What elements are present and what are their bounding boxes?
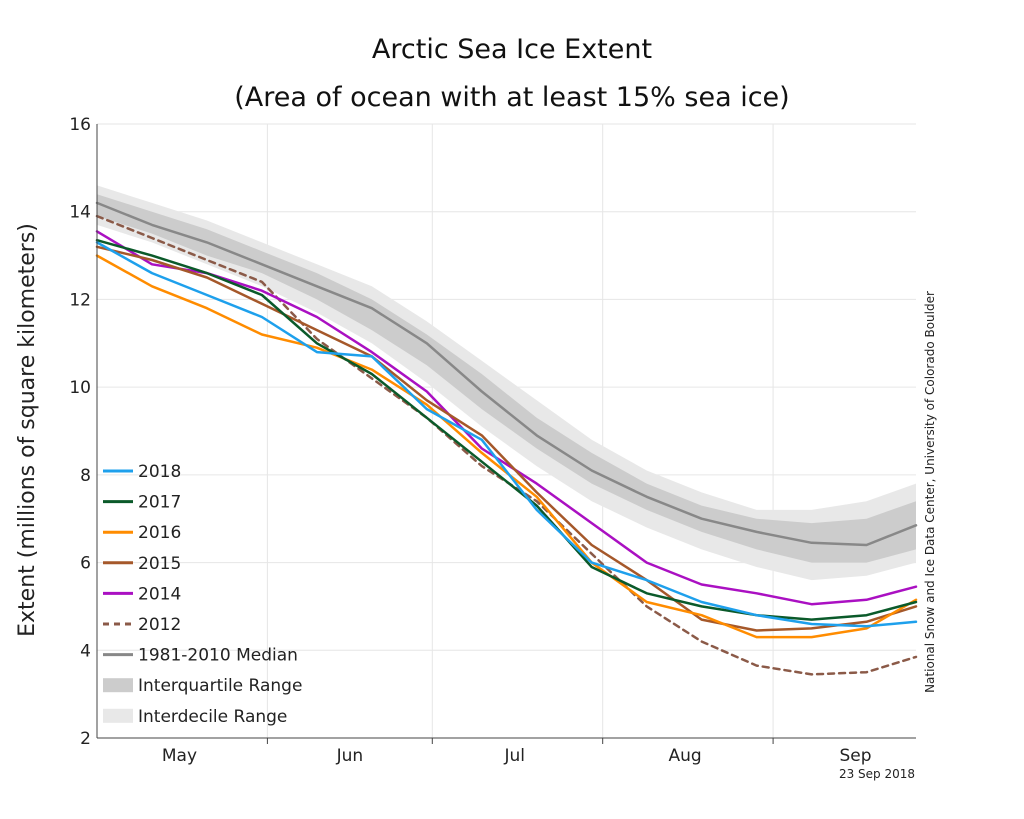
- legend-2015-label: 2015: [138, 554, 181, 574]
- legend-interquartile-range-label: Interquartile Range: [138, 676, 302, 696]
- legend-2016-label: 2016: [138, 523, 181, 543]
- y-tick-label: 2: [80, 729, 91, 749]
- y-tick-label: 4: [80, 641, 91, 661]
- legend-2012-label: 2012: [138, 615, 181, 635]
- interquartile-band: [97, 194, 916, 563]
- y-tick-label: 10: [69, 378, 91, 398]
- plot-area: 2 4 6 8 10 12 14 16 May Jun Jul Aug Sep: [69, 115, 918, 766]
- series-line-2015: [95, 245, 918, 632]
- legend-2017-label: 2017: [138, 493, 181, 513]
- x-tick-label: Jun: [336, 746, 364, 766]
- x-tick-label: Jul: [503, 746, 525, 766]
- x-tick-label: Sep: [840, 746, 872, 766]
- series-line-2014: [95, 230, 918, 606]
- legend-2014-label: 2014: [138, 584, 181, 604]
- y-tick-label: 16: [69, 115, 91, 135]
- credit-text: National Snow and Ice Data Center, Unive…: [923, 291, 937, 693]
- y-tick-label: 8: [80, 466, 91, 486]
- x-tick-label: May: [162, 746, 197, 766]
- legend-interquartile-range-swatch: [103, 678, 133, 693]
- legend: 2018 2017 2016 2015 2014 2012 1981-2010 Median…: [103, 462, 302, 727]
- series-line-2016: [95, 254, 918, 639]
- chart-title: Arctic Sea Ice Extent: [372, 34, 652, 65]
- legend-2018-label: 2018: [138, 462, 181, 482]
- chart-subtitle: (Area of ocean with at least 15% sea ice…: [234, 82, 789, 113]
- legend-1981-2010-median-label: 1981-2010 Median: [138, 646, 298, 666]
- legend-interdecile-range-swatch: [103, 708, 133, 723]
- y-tick-label: 14: [69, 203, 91, 223]
- series-line-2018: [95, 241, 918, 628]
- y-tick-label: 12: [69, 290, 91, 310]
- y-axis-label: Extent (millions of square kilometers): [15, 223, 40, 637]
- date-stamp: 23 Sep 2018: [839, 767, 915, 781]
- legend-interdecile-range-label: Interdecile Range: [138, 707, 287, 727]
- series-line-1981-2010-median: [95, 201, 918, 547]
- y-tick-label: 6: [80, 554, 91, 574]
- series-line-2017: [95, 238, 918, 621]
- x-tick-label: Aug: [669, 746, 702, 766]
